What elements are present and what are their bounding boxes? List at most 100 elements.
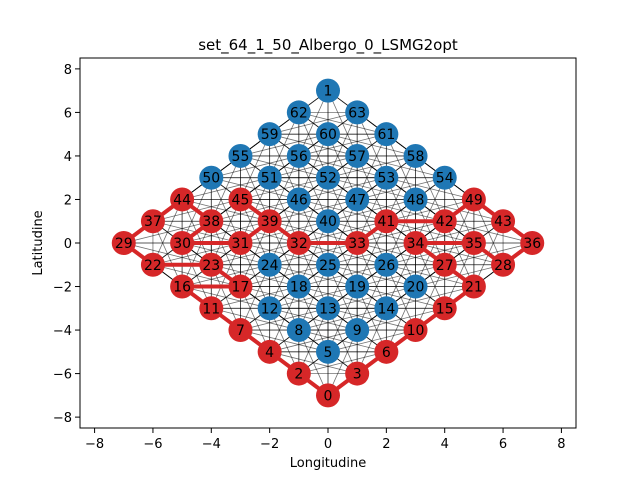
node-52: 52 (316, 165, 340, 190)
node-36: 36 (520, 231, 545, 255)
node-label: 63 (348, 105, 366, 121)
node-label: 5 (324, 345, 333, 361)
node-label: 38 (202, 214, 220, 230)
node-label: 1 (324, 84, 333, 100)
node-marker (316, 209, 340, 234)
node-marker (170, 274, 195, 299)
node-29: 29 (111, 231, 136, 255)
node-marker (432, 252, 457, 277)
node-16: 16 (170, 274, 195, 299)
node-5: 5 (316, 339, 340, 364)
node-15: 15 (432, 296, 457, 321)
node-marker (520, 231, 545, 255)
y-tick-label: −2 (53, 281, 72, 296)
node-marker (345, 361, 370, 386)
mesh-edge (269, 177, 358, 200)
mesh-edge (298, 329, 387, 353)
node-63: 63 (345, 100, 370, 125)
node-45: 45 (228, 187, 253, 212)
mesh-edge (386, 264, 474, 287)
mesh-edge (327, 264, 416, 287)
mesh-edge (211, 307, 299, 331)
node-marker (228, 143, 253, 168)
node-label: 30 (173, 236, 191, 252)
node-2: 2 (286, 361, 311, 386)
mesh-edge (327, 133, 416, 157)
node-marker (403, 274, 428, 299)
y-axis-ticks: −8 −6 −4 −2 0 2 4 6 8 (53, 63, 80, 426)
node-label: 52 (319, 171, 337, 187)
mesh-edge (269, 351, 358, 374)
node-62: 62 (286, 100, 311, 125)
node-12: 12 (257, 296, 282, 321)
node-23: 23 (199, 252, 224, 277)
node-6: 6 (374, 339, 399, 364)
node-11: 11 (199, 296, 224, 321)
node-33: 33 (345, 231, 370, 255)
node-label: 2 (294, 367, 303, 383)
node-18: 18 (286, 274, 311, 299)
node-marker (374, 209, 399, 234)
node-marker (345, 231, 370, 255)
node-13: 13 (316, 296, 340, 321)
node-marker (111, 231, 136, 255)
mesh-edge (327, 307, 416, 331)
node-label: 32 (290, 236, 308, 252)
mesh-edge (182, 199, 270, 222)
node-marker (228, 318, 253, 343)
node-label: 12 (261, 301, 279, 317)
node-50: 50 (199, 165, 224, 190)
mesh-edge (240, 286, 329, 309)
node-marker (432, 165, 457, 190)
node-marker (374, 122, 399, 147)
mesh-edge (269, 307, 358, 331)
node-label: 27 (436, 258, 454, 274)
node-marker (316, 78, 340, 103)
mesh-edge (269, 264, 358, 287)
node-label: 26 (377, 258, 395, 274)
node-41: 41 (374, 209, 399, 234)
node-27: 27 (432, 252, 457, 277)
node-label: 25 (319, 258, 337, 274)
node-marker (345, 274, 370, 299)
node-label: 11 (202, 301, 220, 317)
y-tick-label: 2 (64, 193, 72, 208)
mesh-edge (269, 220, 358, 244)
node-21: 21 (461, 274, 486, 299)
node-20: 20 (403, 274, 428, 299)
y-axis-label: Latitudine (31, 210, 46, 275)
node-marker (491, 252, 516, 277)
mesh-edge (240, 199, 329, 222)
node-60: 60 (316, 122, 340, 147)
node-marker (257, 165, 282, 190)
node-label: 34 (407, 236, 425, 252)
node-53: 53 (374, 165, 399, 190)
mesh-edge (357, 155, 445, 179)
node-label: 21 (465, 280, 483, 296)
node-label: 50 (202, 171, 220, 187)
x-tick-label: 4 (441, 437, 449, 452)
node-marker (403, 187, 428, 212)
node-marker (316, 296, 340, 321)
node-marker (403, 231, 428, 255)
node-label: 36 (523, 236, 541, 252)
node-14: 14 (374, 296, 399, 321)
node-label: 51 (261, 171, 279, 187)
chart-title: set_64_1_50_Albergo_0_LSMG2opt (198, 36, 458, 55)
node-42: 42 (432, 209, 457, 234)
node-marker (316, 122, 340, 147)
node-label: 18 (290, 280, 308, 296)
node-marker (140, 252, 165, 277)
node-label: 9 (353, 323, 362, 339)
node-label: 29 (115, 236, 133, 252)
node-57: 57 (345, 143, 370, 168)
mesh-edge (386, 177, 474, 200)
mesh-edge (240, 155, 329, 179)
node-43: 43 (491, 209, 516, 234)
node-0: 0 (316, 383, 340, 408)
node-label: 3 (353, 367, 362, 383)
node-26: 26 (374, 252, 399, 277)
node-marker (316, 252, 340, 277)
